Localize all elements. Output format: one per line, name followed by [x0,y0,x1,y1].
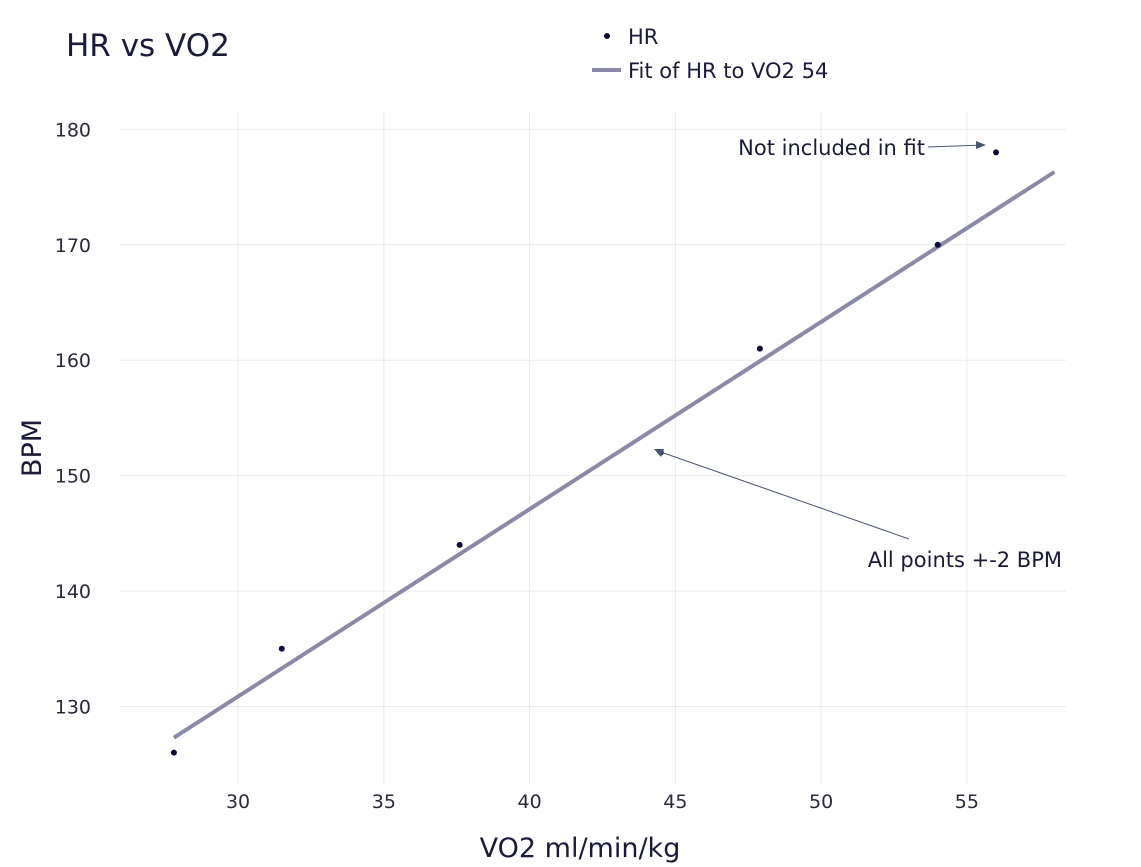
x-tick-label-50: 50 [809,791,833,813]
y-tick-label-160: 160 [55,350,91,372]
legend-marker-hr [604,33,610,39]
x-tick-label-30: 30 [226,791,250,813]
x-tick-label-35: 35 [372,791,396,813]
annotations: Not included in fit All points +-2 BPM [654,136,1062,572]
y-tick-label-170: 170 [55,235,91,257]
data-point-6 [934,241,941,248]
x-tick-label-55: 55 [955,791,979,813]
y-tick-label-140: 140 [55,581,91,603]
legend-label-hr: HR [628,25,658,49]
annotation-arrowhead-not-included [976,141,986,149]
x-tick-label-45: 45 [663,791,687,813]
legend[interactable]: HR Fit of HR to VO2 54 [592,25,828,83]
y-tick-label-150: 150 [55,466,91,488]
data-point-7 [993,149,1000,156]
grid [120,112,1066,785]
y-tick-label-130: 130 [55,697,91,719]
data-points [170,149,1000,756]
fit-line-layer [172,170,1056,740]
x-tick-label-40: 40 [517,791,541,813]
annotation-arrow-all-points [657,450,910,540]
data-point-5 [756,345,763,352]
annotation-arrow-not-included [927,144,985,148]
x-axis-title: VO2 ml/min/kg [480,833,681,864]
annotation-arrowhead-all-points [654,449,664,457]
x-tick-labels: 30 35 40 45 50 55 [226,791,979,813]
chart-title: HR vs VO2 [66,28,230,64]
fit-line [172,170,1056,740]
y-axis-title: BPM [17,419,48,477]
annotation-all-points: All points +-2 BPM [868,548,1062,572]
y-tick-labels: 130 140 150 160 170 180 [55,119,91,718]
legend-label-fit: Fit of HR to VO2 54 [628,59,828,83]
data-point-3 [456,541,463,548]
data-point-2 [278,645,285,652]
annotation-not-included: Not included in fit [738,136,925,160]
y-tick-label-180: 180 [55,119,91,141]
data-point-1 [170,749,177,756]
